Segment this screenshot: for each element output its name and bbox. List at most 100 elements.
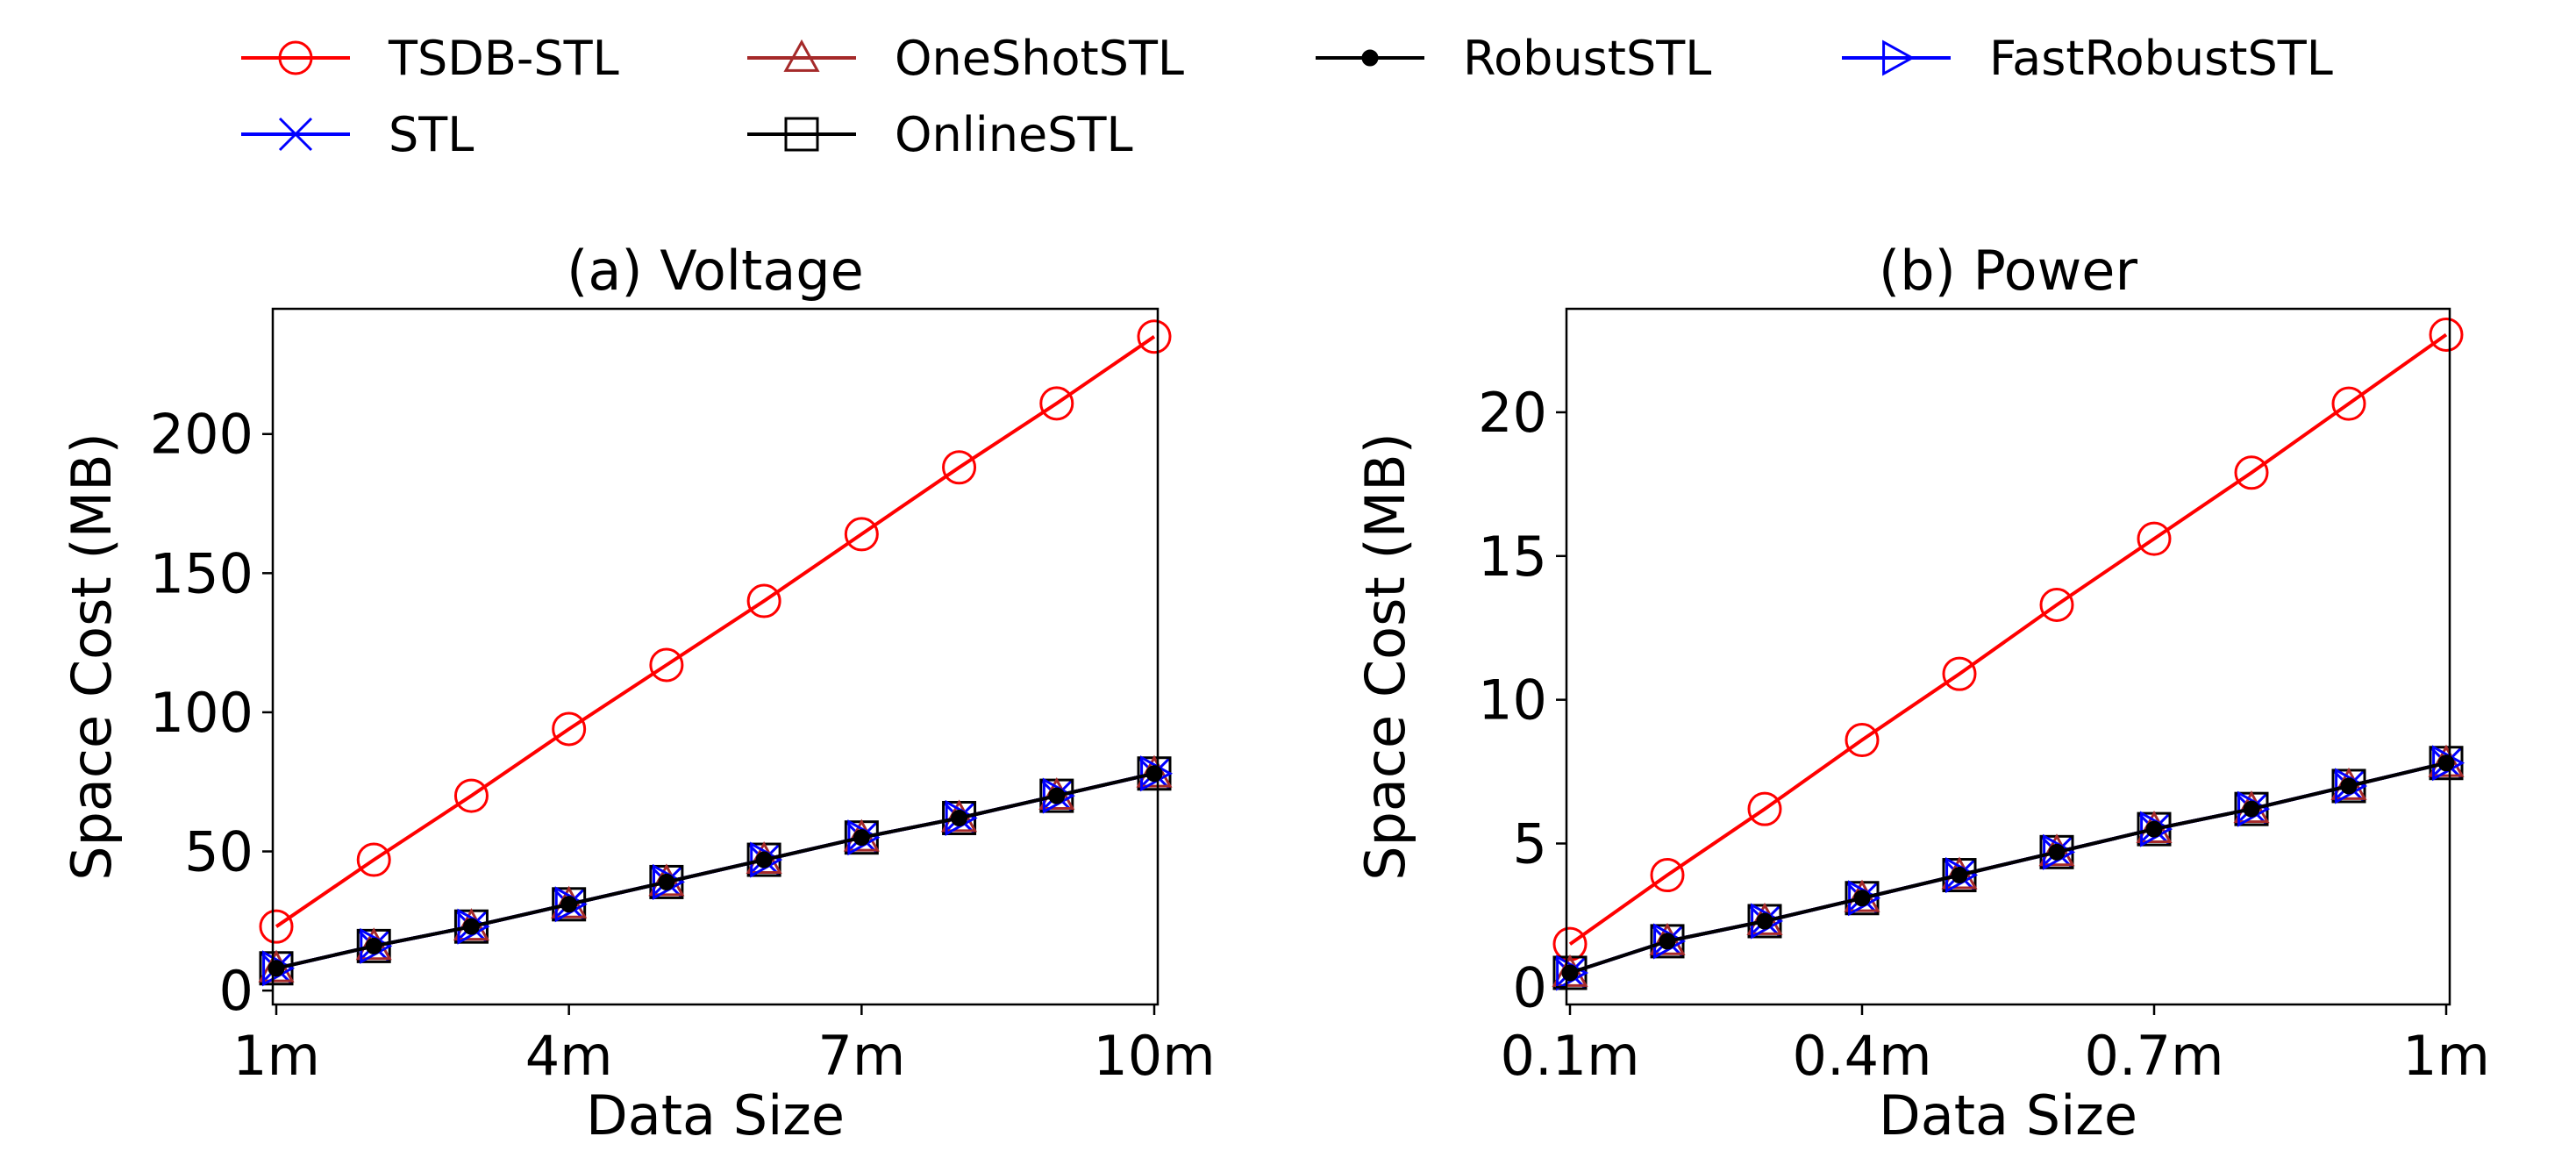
y-axis-label: Space Cost (MB) [60, 432, 124, 881]
y-tick-label: 15 [1478, 525, 1547, 589]
legend: TSDB-STL OneShotSTL RobustSTL FastRobustSTL… [241, 31, 2333, 162]
series-line-tsdb-stl [1568, 332, 2448, 946]
data-point-tsdb-stl [2137, 521, 2172, 556]
data-point-robuststl [1659, 933, 1676, 950]
y-tick-label: 200 [150, 403, 253, 467]
data-point-robuststl [755, 851, 773, 868]
data-point-tsdb-stl [942, 450, 977, 485]
plot-frame [1565, 307, 2451, 1006]
legend-marker-fastrobuststl [1882, 39, 1916, 76]
y-tick-label: 10 [1478, 668, 1547, 733]
series-line-robuststl [1569, 761, 2447, 975]
data-point-robuststl [2340, 777, 2358, 795]
legend-marker-stl [278, 117, 313, 152]
data-point-tsdb-stl [356, 842, 391, 877]
legend-label-robuststl: RobustSTL [1463, 31, 1711, 86]
data-point-tsdb-stl [1942, 656, 1977, 691]
series-tsdb-stl [259, 319, 1172, 944]
data-point-robuststl [1756, 912, 1773, 930]
x-tick-label: 0.7m [2085, 1024, 2224, 1088]
x-tick-label: 10m [1093, 1024, 1215, 1088]
y-tick-label: 0 [219, 959, 253, 1023]
data-point-tsdb-stl [1552, 926, 1588, 961]
legend-marker-onlinestl [784, 117, 819, 152]
x-axis-label: Data Size [1879, 1083, 2137, 1147]
y-tick-label: 0 [1513, 955, 1547, 1019]
x-tick-label: 0.4m [1793, 1024, 1932, 1088]
data-point-robuststl [462, 918, 480, 935]
panel-power: (b) Power 0 5 10 15 20 0.1m 0.4m 0.7m 1m Data Size… [1353, 239, 2490, 1147]
y-tick-label: 5 [1513, 811, 1547, 876]
x-tick-label: 7m [817, 1024, 905, 1088]
legend-label-stl: STL [389, 107, 474, 162]
panel-title: (a) Voltage [567, 239, 864, 303]
data-point-tsdb-stl [1039, 386, 1074, 421]
plot-frame [271, 307, 1160, 1006]
legend-marker-robuststl [1361, 49, 1379, 67]
y-tick-label: 50 [184, 820, 253, 884]
x-axis-label: Data Size [586, 1083, 845, 1147]
x-tick-label: 1m [232, 1024, 320, 1088]
y-tick-label: 150 [150, 541, 253, 605]
data-point-robuststl [1561, 964, 1579, 982]
legend-label-oneshotstl: OneShotSTL [895, 31, 1184, 86]
data-point-tsdb-stl [2429, 317, 2464, 352]
data-point-tsdb-stl [2234, 455, 2269, 490]
data-point-tsdb-stl [552, 711, 587, 747]
data-point-robuststl [268, 960, 285, 977]
data-point-robuststl [365, 937, 382, 954]
series-oneshotstl [1552, 744, 2465, 987]
data-point-tsdb-stl [746, 583, 781, 618]
series-line-robuststl [275, 771, 1155, 970]
data-point-robuststl [1951, 867, 1968, 884]
panel-title: (b) Power [1879, 239, 2137, 303]
series-tsdb-stl [1552, 317, 2464, 961]
data-point-tsdb-stl [1747, 791, 1782, 826]
x-tick-label: 4m [525, 1024, 613, 1088]
data-point-robuststl [2243, 800, 2260, 818]
legend-label-fastrobuststl: FastRobustSTL [1989, 31, 2333, 86]
data-point-tsdb-stl [2039, 588, 2074, 623]
data-point-robuststl [2048, 843, 2066, 861]
data-point-tsdb-stl [844, 517, 879, 552]
y-tick-label: 20 [1478, 381, 1547, 445]
series-stl [1552, 746, 2464, 990]
y-tick-label: 100 [150, 681, 253, 745]
data-point-tsdb-stl [259, 909, 294, 944]
panel-voltage: (a) Voltage 0 50 100 150 200 1m 4m 7m 10m Data Siz… [60, 239, 1216, 1147]
legend-label-onlinestl: OnlineSTL [895, 107, 1133, 162]
legend-label-tsdb-stl: TSDB-STL [388, 31, 619, 86]
data-point-robuststl [560, 896, 578, 913]
data-point-tsdb-stl [1137, 319, 1172, 354]
data-point-robuststl [1853, 890, 1871, 907]
series-onlinestl [1552, 746, 2464, 990]
series-robuststl [268, 765, 1163, 977]
data-point-robuststl [853, 829, 870, 847]
data-point-tsdb-stl [649, 647, 684, 683]
legend-item-onlinestl: OnlineSTL [747, 107, 1133, 162]
data-point-robuststl [658, 873, 675, 890]
data-point-robuststl [1145, 765, 1163, 783]
series-robuststl [1561, 754, 2455, 982]
data-point-robuststl [2145, 820, 2163, 838]
y-axis-label: Space Cost (MB) [1353, 432, 1417, 881]
legend-marker-oneshotstl [783, 39, 820, 72]
data-point-tsdb-stl [453, 778, 489, 813]
series-line-tsdb-stl [275, 335, 1156, 928]
data-point-tsdb-stl [2331, 386, 2366, 421]
x-tick-label: 0.1m [1501, 1024, 1640, 1088]
legend-item-stl: STL [241, 107, 474, 162]
x-tick-label: 1m [2402, 1024, 2490, 1088]
legend-marker-tsdb-stl [278, 40, 313, 75]
data-point-robuststl [2437, 754, 2455, 772]
data-point-tsdb-stl [1650, 858, 1685, 893]
data-point-robuststl [951, 809, 968, 826]
legend-item-tsdb-stl: TSDB-STL [241, 31, 619, 86]
series-fastrobuststl [1556, 745, 2465, 991]
data-point-tsdb-stl [1845, 723, 1880, 758]
legend-item-robuststl: RobustSTL [1316, 31, 1711, 86]
legend-item-oneshotstl: OneShotSTL [747, 31, 1184, 86]
legend-item-fastrobuststl: FastRobustSTL [1842, 31, 2333, 86]
data-point-robuststl [1048, 787, 1066, 804]
